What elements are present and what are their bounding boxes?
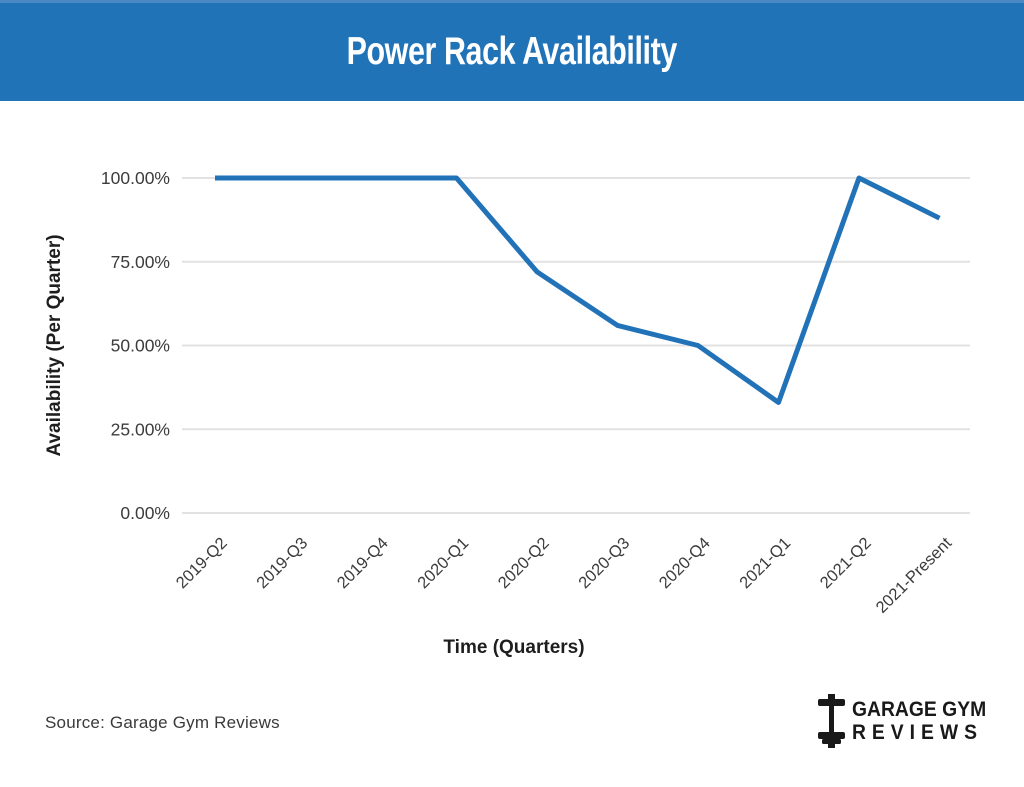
y-axis-title: Availability (Per Quarter) (44, 234, 65, 456)
logo-line2: REVIEWS (852, 721, 983, 744)
x-tick-label-2019-Q2: 2019-Q2 (173, 534, 231, 592)
availability-line-chart: 0.00% 25.00% 50.00% 75.00% 100.00% 2019-Q2 201… (44, 168, 970, 658)
x-axis-title: Time (Quarters) (443, 637, 584, 658)
x-tick-label-2020-Q2: 2020-Q2 (495, 534, 553, 592)
x-tick-label-2020-Q3: 2020-Q3 (575, 534, 633, 592)
chart-title: Power Rack Availability (346, 30, 678, 73)
x-tick-label-2019-Q3: 2019-Q3 (253, 534, 311, 592)
y-tick-label-100: 100.00% (101, 168, 170, 188)
x-tick-label-2021-Present: 2021-Present (873, 534, 956, 617)
y-tick-label-50: 50.00% (111, 336, 170, 356)
y-tick-label-75: 75.00% (111, 252, 170, 272)
chart-header: Power Rack Availability (0, 0, 1024, 101)
x-tick-label-2020-Q1: 2020-Q1 (414, 534, 472, 592)
x-tick-label-2021-Q1: 2021-Q1 (736, 534, 794, 592)
x-tick-label-2021-Q2: 2021-Q2 (817, 534, 875, 592)
logo-line1: GARAGE GYM (852, 698, 987, 721)
dumbbell-icon (818, 694, 845, 748)
source-text: Source: Garage Gym Reviews (45, 713, 280, 732)
availability-series-line (215, 175, 941, 405)
logo-text: GARAGE GYM REVIEWS (852, 698, 998, 744)
x-tick-label-2020-Q4: 2020-Q4 (656, 534, 714, 592)
garage-gym-reviews-logo: GARAGE GYM REVIEWS (818, 694, 998, 748)
y-tick-label-0: 0.00% (120, 503, 170, 523)
x-tick-label-2019-Q4: 2019-Q4 (334, 534, 392, 592)
y-tick-label-25: 25.00% (111, 419, 170, 439)
